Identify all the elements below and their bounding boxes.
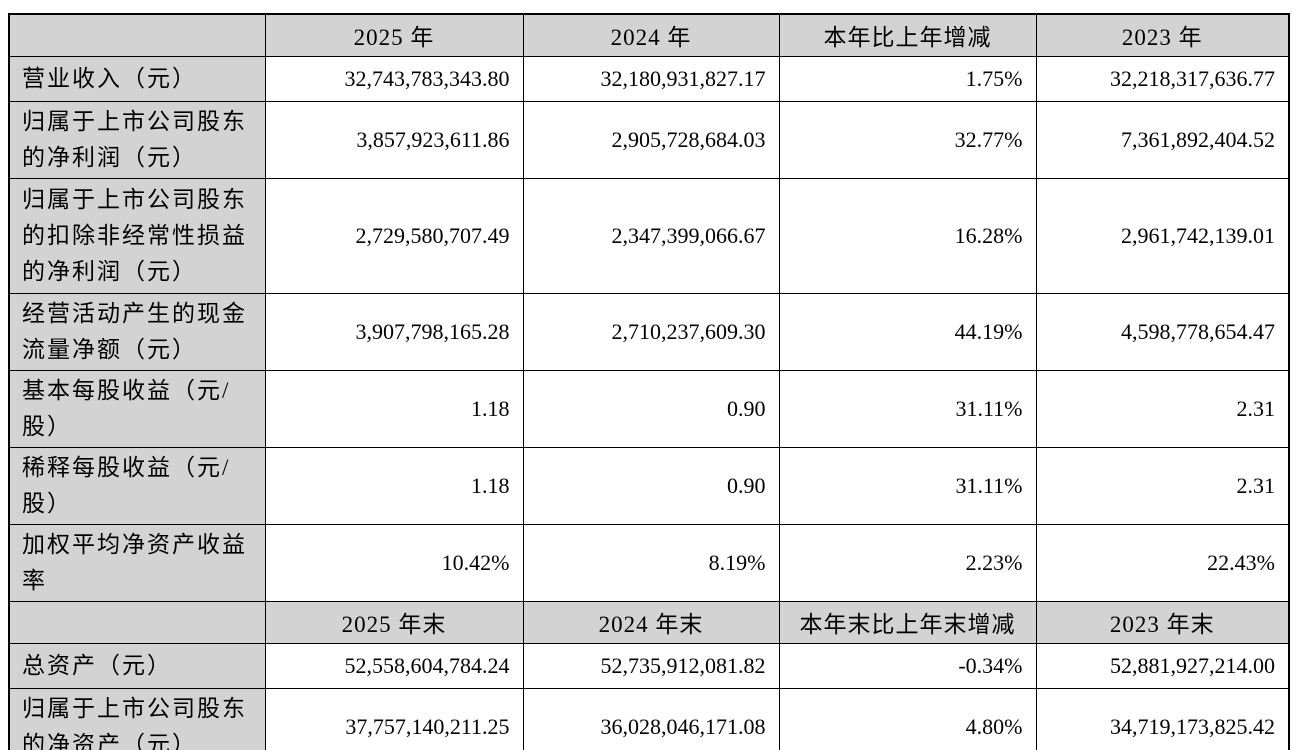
cash-flow-2023-value: 4,598,778,654.47 [1035,292,1290,371]
diluted-eps-change-value: 31.11% [778,446,1037,525]
header-2024: 2024 年 [522,13,780,57]
revenue-2025-value: 32,743,783,343.80 [264,55,524,102]
row-label-weighted-avg-roe: 加权平均净资产收益率 [8,523,266,602]
net-profit-2023-value: 7,361,892,404.52 [1035,100,1290,179]
cash-flow-2025-value: 3,907,798,165.28 [264,292,524,371]
header-row-year-end: 2025 年末 2024 年末 本年末比上年末增减 2023 年末 [8,600,1290,644]
row-weighted-avg-roe: 加权平均净资产收益率 10.42% 8.19% 2.23% 22.43% [8,523,1290,602]
net-profit-change-value: 32.77% [778,100,1037,179]
net-profit-2024-value: 2,905,728,684.03 [522,100,780,179]
total-assets-change-value: -0.34% [778,642,1037,689]
total-assets-2023-value: 52,881,927,214.00 [1035,642,1290,689]
basic-eps-2024-value: 0.90 [522,369,780,448]
net-assets-2024-value: 36,028,046,171.08 [522,687,780,750]
revenue-change-value: 1.75% [778,55,1037,102]
header-year-end-change: 本年末比上年末增减 [778,600,1037,644]
header-2023: 2023 年 [1035,13,1290,57]
row-basic-eps: 基本每股收益（元/股） 1.18 0.90 31.11% 2.31 [8,369,1290,448]
row-label-net-profit-excl: 归属于上市公司股东的扣除非经常性损益的净利润（元） [8,177,266,294]
roe-2025-value: 10.42% [264,523,524,602]
row-net-assets: 归属于上市公司股东的净资产（元） 37,757,140,211.25 36,02… [8,687,1290,750]
basic-eps-2023-value: 2.31 [1035,369,1290,448]
cash-flow-2024-value: 2,710,237,609.30 [522,292,780,371]
row-label-total-assets: 总资产（元） [8,642,266,689]
row-revenue: 营业收入（元） 32,743,783,343.80 32,180,931,827… [8,55,1290,102]
total-assets-2025-value: 52,558,604,784.24 [264,642,524,689]
net-profit-excl-2024-value: 2,347,399,066.67 [522,177,780,294]
corner-cell [8,13,266,57]
row-diluted-eps: 稀释每股收益（元/股） 1.18 0.90 31.11% 2.31 [8,446,1290,525]
revenue-2024-value: 32,180,931,827.17 [522,55,780,102]
net-assets-2023-value: 34,719,173,825.42 [1035,687,1290,750]
row-label-operating-cash-flow: 经营活动产生的现金流量净额（元） [8,292,266,371]
total-assets-2024-value: 52,735,912,081.82 [522,642,780,689]
roe-2023-value: 22.43% [1035,523,1290,602]
header-2023-end: 2023 年末 [1035,600,1290,644]
diluted-eps-2024-value: 0.90 [522,446,780,525]
net-assets-2025-value: 37,757,140,211.25 [264,687,524,750]
row-label-revenue: 营业收入（元） [8,55,266,102]
basic-eps-2025-value: 1.18 [264,369,524,448]
header-2025: 2025 年 [264,13,524,57]
corner-cell-2 [8,600,266,644]
roe-2024-value: 8.19% [522,523,780,602]
row-label-net-assets: 归属于上市公司股东的净资产（元） [8,687,266,750]
net-profit-excl-2023-value: 2,961,742,139.01 [1035,177,1290,294]
header-2025-end: 2025 年末 [264,600,524,644]
key-financials-table: 2025 年 2024 年 本年比上年增减 2023 年 营业收入（元） 32,… [8,13,1290,750]
header-row-annual: 2025 年 2024 年 本年比上年增减 2023 年 [8,13,1290,57]
cash-flow-change-value: 44.19% [778,292,1037,371]
row-net-profit: 归属于上市公司股东的净利润（元） 3,857,923,611.86 2,905,… [8,100,1290,179]
diluted-eps-2025-value: 1.18 [264,446,524,525]
net-profit-excl-change-value: 16.28% [778,177,1037,294]
row-label-net-profit: 归属于上市公司股东的净利润（元） [8,100,266,179]
diluted-eps-2023-value: 2.31 [1035,446,1290,525]
row-label-diluted-eps: 稀释每股收益（元/股） [8,446,266,525]
roe-change-value: 2.23% [778,523,1037,602]
net-profit-2025-value: 3,857,923,611.86 [264,100,524,179]
row-net-profit-excl-nonrecurring: 归属于上市公司股东的扣除非经常性损益的净利润（元） 2,729,580,707.… [8,177,1290,294]
row-operating-cash-flow: 经营活动产生的现金流量净额（元） 3,907,798,165.28 2,710,… [8,292,1290,371]
basic-eps-change-value: 31.11% [778,369,1037,448]
header-yoy-change: 本年比上年增减 [778,13,1037,57]
row-label-basic-eps: 基本每股收益（元/股） [8,369,266,448]
net-assets-change-value: 4.80% [778,687,1037,750]
header-2024-end: 2024 年末 [522,600,780,644]
revenue-2023-value: 32,218,317,636.77 [1035,55,1290,102]
row-total-assets: 总资产（元） 52,558,604,784.24 52,735,912,081.… [8,642,1290,689]
net-profit-excl-2025-value: 2,729,580,707.49 [264,177,524,294]
